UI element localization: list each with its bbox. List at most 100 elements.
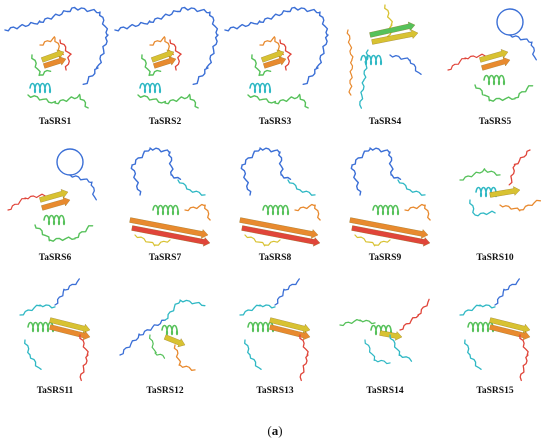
structure-panel	[330, 275, 440, 410]
coil-green	[474, 84, 534, 102]
coil-green	[31, 54, 52, 77]
coil-blue	[274, 278, 300, 306]
coil-red	[59, 39, 72, 71]
coil-cyan	[239, 304, 276, 316]
beta-sheet	[129, 217, 209, 239]
beta-sheet	[489, 317, 531, 334]
structure-panel	[440, 140, 550, 275]
protein-ribbon-model	[346, 4, 422, 109]
structure-label: TaSRS12	[146, 386, 184, 396]
structure-label: TaSRS10	[476, 253, 514, 263]
alpha-helix	[483, 74, 506, 86]
coil-red	[279, 39, 292, 71]
beta-sheet	[371, 29, 419, 45]
alpha-helix	[27, 321, 55, 333]
coil-orange	[346, 29, 354, 96]
alpha-helix	[161, 324, 179, 336]
structure-panel	[330, 140, 440, 275]
coil-cyan	[469, 199, 496, 217]
alpha-helix	[139, 82, 162, 94]
protein-ribbon-model	[447, 8, 537, 102]
structure-label: TaSRS5	[478, 117, 512, 127]
coil-cyan	[24, 339, 42, 370]
beta-sheet	[479, 49, 509, 63]
coil-cyan	[164, 299, 206, 321]
coil-green	[251, 54, 272, 77]
protein-ribbon-model	[239, 278, 311, 382]
beta-sheet	[49, 317, 91, 334]
coil-cyan	[397, 179, 426, 196]
coil-red	[519, 334, 529, 382]
alpha-helix	[249, 82, 272, 94]
structure-panel	[220, 0, 330, 135]
protein-ribbon-model	[224, 6, 329, 109]
coil-orange	[149, 36, 174, 56]
alpha-helix	[262, 204, 290, 216]
coil-red	[447, 53, 486, 71]
protein-ribbon-model	[4, 6, 109, 109]
coil-yellow	[354, 234, 391, 247]
structure-panel	[0, 0, 110, 135]
coil-n-terminal	[4, 6, 109, 85]
coil-cyan	[464, 339, 482, 370]
structure-label: TaSRS7	[148, 253, 182, 263]
beta-sheet	[263, 56, 287, 69]
protein-ribbon-model	[114, 6, 219, 109]
alpha-helix	[152, 204, 180, 216]
loop-n-terminal	[496, 8, 524, 36]
coil-orange	[259, 36, 284, 56]
structure-label: TaSRS4	[368, 117, 402, 127]
alpha-helix	[247, 321, 275, 333]
protein-ribbon-model	[19, 278, 91, 382]
beta-sheet	[369, 21, 416, 38]
coil-c-terminal	[247, 93, 309, 109]
coil-blue	[509, 34, 537, 61]
coil-red	[299, 334, 309, 382]
beta-sheet	[481, 57, 511, 71]
protein-ribbon-model	[129, 147, 211, 247]
coil-green	[141, 54, 162, 77]
coil-blue	[119, 319, 166, 356]
alpha-helix	[29, 82, 52, 94]
structure-label: TaSRS14	[366, 386, 404, 396]
coil-green	[34, 224, 94, 242]
coil-green	[339, 318, 376, 327]
beta-sheet	[131, 225, 211, 247]
coil-red	[169, 39, 182, 71]
coil-yellow	[384, 4, 393, 41]
structure-label: TaSRS1	[38, 117, 72, 127]
coil-blue	[54, 278, 80, 306]
structure-panel	[220, 275, 330, 410]
protein-ribbon-model	[239, 147, 321, 247]
protein-ribbon-model	[119, 299, 206, 371]
coil-cyan	[359, 49, 369, 109]
structure-label: TaSRS3	[258, 117, 292, 127]
coil-c-terminal	[137, 93, 199, 109]
coil-blue	[69, 174, 97, 201]
structure-panel	[110, 0, 220, 135]
alpha-helix	[370, 324, 393, 336]
coil-green	[459, 168, 501, 181]
protein-ribbon-model	[349, 147, 431, 247]
beta-sheet	[351, 225, 431, 247]
loop-n-terminal	[56, 148, 84, 176]
protein-ribbon-model	[459, 149, 542, 217]
coil-cyan	[389, 334, 413, 362]
structure-label: TaSRS8	[258, 253, 292, 263]
coil-green	[149, 334, 166, 359]
coil-cyan	[244, 339, 262, 370]
beta-sheet	[43, 56, 67, 69]
coil-blue	[389, 54, 422, 75]
structure-panel	[440, 275, 550, 410]
structure-label: TaSRS13	[256, 386, 294, 396]
panel-letter: a	[271, 423, 279, 438]
coil-blue	[350, 147, 402, 196]
coil-yellow	[134, 234, 171, 247]
panel-label: (a)	[267, 423, 283, 438]
beta-sheet	[39, 189, 69, 203]
structure-label: TaSRS11	[36, 386, 74, 396]
structure-label: TaSRS2	[148, 117, 182, 127]
structure-label: TaSRS9	[368, 253, 402, 263]
coil-n-terminal	[114, 6, 219, 85]
structure-panel	[220, 140, 330, 275]
